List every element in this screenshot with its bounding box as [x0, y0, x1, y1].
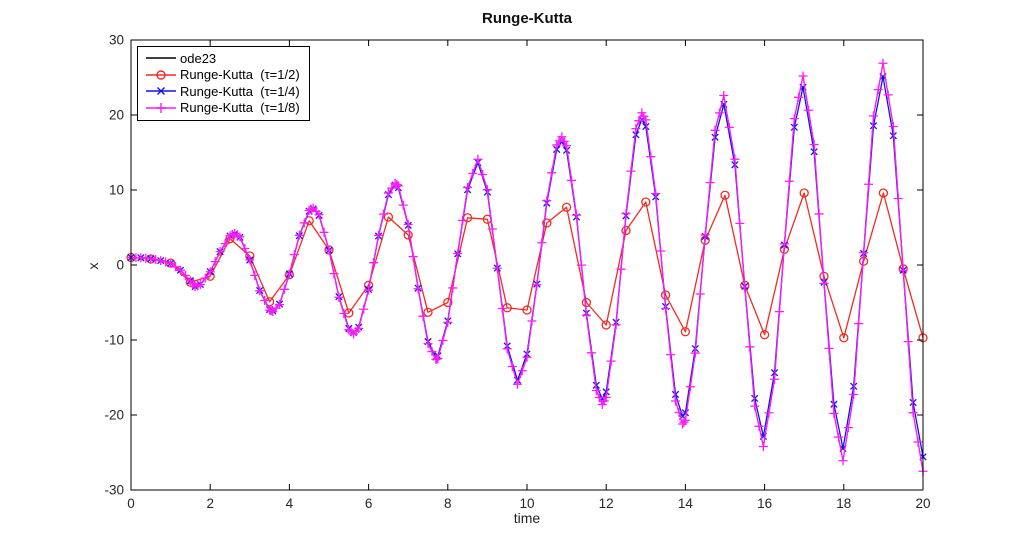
- legend-item-ode23: ode23: [144, 50, 300, 67]
- svg-text:16: 16: [757, 496, 772, 511]
- x-axis-label: time: [513, 510, 541, 526]
- line-sample-icon: [146, 57, 176, 59]
- svg-text:20: 20: [915, 496, 930, 511]
- svg-text:4: 4: [286, 496, 294, 511]
- svg-text:2: 2: [206, 496, 214, 511]
- svg-text:10: 10: [109, 183, 124, 198]
- svg-text:18: 18: [836, 496, 851, 511]
- circle-marker-sample-icon: [146, 70, 176, 80]
- x-marker-sample-icon: [146, 87, 176, 96]
- svg-text:0: 0: [127, 496, 135, 511]
- legend-label: Runge-Kutta (τ=1/2): [180, 67, 300, 83]
- legend-item-rk-tau-half: Runge-Kutta (τ=1/2): [144, 67, 300, 84]
- svg-text:30: 30: [109, 33, 124, 48]
- plus-marker-sample-icon: [146, 102, 176, 113]
- svg-text:0: 0: [116, 258, 124, 273]
- svg-text:-10: -10: [104, 333, 124, 348]
- svg-text:14: 14: [678, 496, 694, 511]
- svg-text:10: 10: [519, 496, 534, 511]
- svg-text:-20: -20: [104, 408, 124, 423]
- svg-text:20: 20: [109, 108, 124, 123]
- legend-label: Runge-Kutta (τ=1/8): [180, 100, 300, 116]
- chart-title: Runge-Kutta: [482, 10, 572, 27]
- legend-label: Runge-Kutta (τ=1/4): [180, 83, 300, 99]
- legend-item-rk-tau-quarter: Runge-Kutta (τ=1/4): [144, 83, 300, 100]
- svg-text:6: 6: [365, 496, 373, 511]
- svg-text:8: 8: [444, 496, 452, 511]
- legend-label: ode23: [180, 50, 217, 66]
- svg-text:-30: -30: [104, 483, 124, 498]
- y-axis-label: x: [85, 262, 101, 270]
- legend-item-rk-tau-eighth: Runge-Kutta (τ=1/8): [144, 100, 300, 117]
- svg-text:12: 12: [599, 496, 614, 511]
- legend-box: ode23 Runge-Kutta (τ=1/2) Runge-Kutta (τ…: [137, 46, 310, 121]
